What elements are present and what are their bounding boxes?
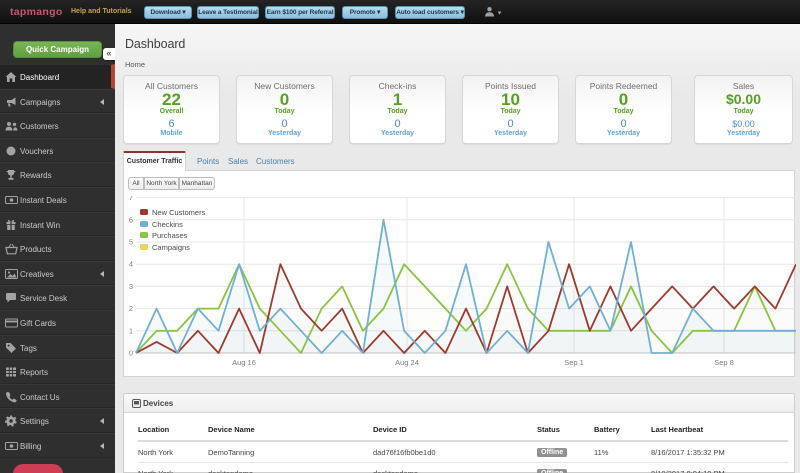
svg-text:Sep 8: Sep 8: [714, 358, 734, 367]
svg-text:0: 0: [129, 349, 133, 358]
svg-text:Aug 16: Aug 16: [232, 358, 256, 367]
svg-text:Sep 1: Sep 1: [564, 358, 584, 367]
svg-text:2: 2: [129, 304, 133, 313]
svg-text:1: 1: [129, 326, 133, 335]
svg-text:4: 4: [129, 260, 133, 269]
svg-text:5: 5: [129, 238, 133, 247]
svg-text:3: 3: [129, 282, 133, 291]
svg-text:Aug 24: Aug 24: [395, 358, 419, 367]
svg-text:7: 7: [129, 196, 133, 202]
svg-text:6: 6: [129, 215, 133, 224]
